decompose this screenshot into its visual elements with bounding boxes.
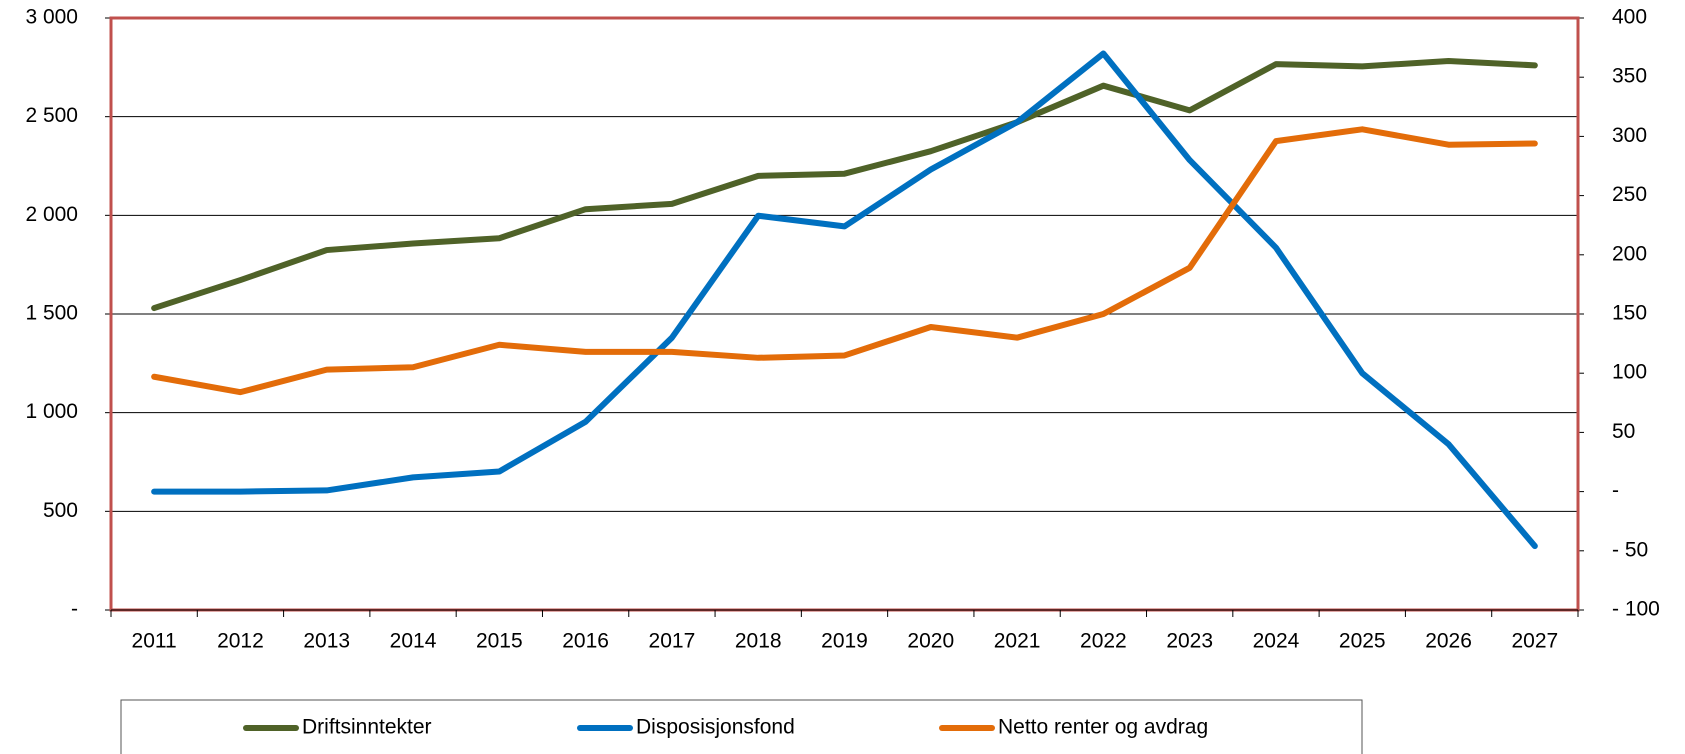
x-tick-label: 2016 (562, 630, 609, 653)
y2-tick-label: 350 (1612, 65, 1647, 88)
legend-label: Netto renter og avdrag (998, 716, 1208, 739)
y2-tick-label: 250 (1612, 183, 1647, 206)
y-tick-label: 2 000 (25, 203, 78, 226)
x-tick-label: 2017 (649, 630, 696, 653)
legend-label: Driftsinntekter (302, 716, 432, 739)
x-tick-label: 2023 (1166, 630, 1213, 653)
y-tick-label: - (71, 598, 78, 621)
y2-tick-label: - (1612, 479, 1619, 502)
x-tick-label: 2022 (1080, 630, 1127, 653)
x-tick-label: 2019 (821, 630, 868, 653)
legend-box (120, 699, 1363, 754)
y2-tick-label: 200 (1612, 242, 1647, 265)
series-line (151, 58, 1538, 312)
y-tick-label: 500 (43, 499, 78, 522)
y-tick-label: 2 500 (25, 104, 78, 127)
x-tick-label: 2027 (1511, 630, 1558, 653)
y2-tick-label: 400 (1612, 6, 1647, 29)
y-tick-label: 1 000 (25, 400, 78, 423)
x-tick-label: 2011 (132, 630, 177, 653)
x-tick-label: 2020 (907, 630, 954, 653)
series-line (151, 50, 1538, 550)
x-tick-label: 2012 (217, 630, 264, 653)
x-tick-label: 2024 (1253, 630, 1300, 653)
series-line (151, 126, 1538, 396)
y-tick-label: 1 500 (25, 302, 78, 325)
x-tick-label: 2014 (390, 630, 437, 653)
y-tick-label: 3 000 (25, 6, 78, 29)
y2-tick-label: 100 (1612, 361, 1647, 384)
y2-tick-label: 50 (1612, 420, 1635, 443)
x-tick-label: 2026 (1425, 630, 1472, 653)
x-tick-label: 2013 (303, 630, 350, 653)
y2-tick-label: - 100 (1612, 598, 1660, 621)
x-tick-label: 2015 (476, 630, 523, 653)
legend-label: Disposisjonsfond (636, 716, 795, 739)
x-tick-label: 2025 (1339, 630, 1386, 653)
y2-tick-label: 150 (1612, 302, 1647, 325)
y2-tick-label: - 50 (1612, 538, 1648, 561)
x-tick-label: 2021 (994, 630, 1041, 653)
y2-tick-label: 300 (1612, 124, 1647, 147)
x-tick-label: 2018 (735, 630, 782, 653)
